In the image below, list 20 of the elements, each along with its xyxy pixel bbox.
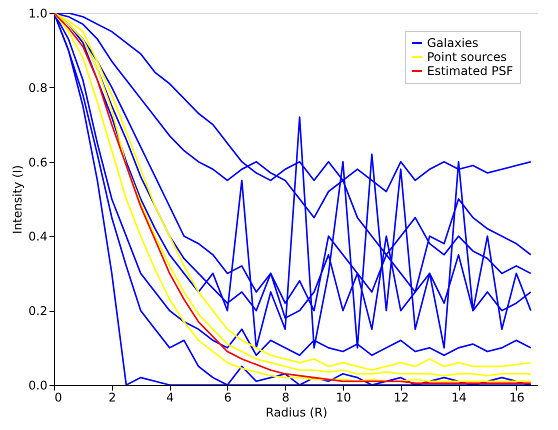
y-axis-title: Intensity (I): [10, 165, 24, 234]
x-tick-label: 2: [108, 390, 116, 404]
x-tick-label: 0: [54, 390, 62, 404]
y-tick-label: 0.8: [28, 80, 48, 95]
y-tick-label: 0.0: [28, 378, 48, 392]
x-tick-label: 10: [336, 390, 352, 404]
x-axis-title: Radius (R): [266, 406, 328, 420]
x-tick-label: 16: [509, 390, 524, 404]
y-tick-label: 0.4: [28, 230, 48, 244]
x-tick-label: 8: [282, 390, 290, 404]
x-tick-label: 14: [451, 390, 467, 404]
x-tick-label: 6: [224, 390, 232, 404]
x-tick-label: 4: [166, 390, 174, 404]
legend-label: Galaxies: [427, 36, 478, 50]
y-tick-label: 0.2: [28, 304, 48, 318]
legend-label: Estimated PSF: [427, 64, 514, 78]
y-tick-label: 1.0: [28, 6, 48, 20]
legend-label: Point sources: [427, 50, 507, 64]
y-tick-label: 0.6: [28, 155, 48, 170]
x-tick-label: 12: [394, 390, 409, 404]
